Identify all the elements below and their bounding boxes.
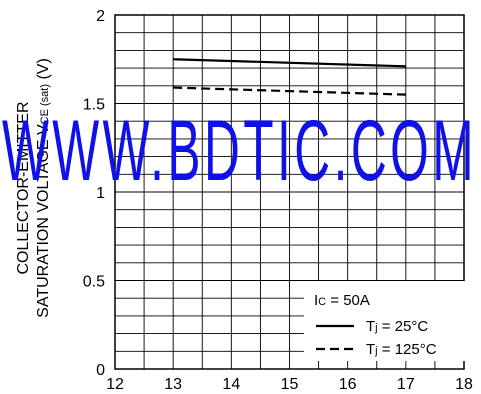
- y-axis-label-line2-sub: CE (sat): [39, 84, 51, 124]
- legend-condition: IC = 50A: [314, 292, 370, 309]
- y-axis-label-line2: SATURATION VOLTAGE VCE (sat) (V): [35, 58, 52, 318]
- x-tick-label: 13: [164, 376, 182, 393]
- series-line-25c: [173, 58, 406, 68]
- y-axis-label: COLLECTOR-EMITTER SATURATION VOLTAGE VCE…: [15, 58, 52, 318]
- x-tick-label: 12: [106, 376, 124, 393]
- legend-background: [304, 281, 470, 361]
- x-tick-label: 18: [455, 376, 473, 393]
- y-tick-label: 0: [96, 362, 105, 379]
- y-tick-label: 1.5: [83, 97, 105, 114]
- series-line-125c: [173, 86, 406, 96]
- x-tick-label: 14: [222, 376, 240, 393]
- x-tick-labels: 12 13 14 15 16 17 18: [106, 376, 473, 393]
- legend-condition-rest: = 50A: [326, 292, 370, 309]
- y-tick-label: 1: [96, 185, 105, 202]
- plot-frame: [114, 14, 465, 370]
- y-axis-label-line1: COLLECTOR-EMITTER: [15, 101, 32, 274]
- x-tick-label: 15: [281, 376, 299, 393]
- legend-condition-sub: C: [318, 296, 326, 308]
- legend-entry-125c-sub: j: [374, 345, 377, 357]
- legend-entry-25c-sub: j: [374, 322, 377, 334]
- legend-entry-25c-rest: = 25°C: [378, 318, 429, 335]
- y-tick-label: 0.5: [83, 274, 105, 291]
- y-tick-label: 2: [96, 8, 105, 25]
- y-axis-label-line2-prefix: SATURATION VOLTAGE V: [35, 124, 52, 318]
- legend-entry-25c-main: T: [366, 318, 375, 335]
- legend-entry-125c-rest: = 125°C: [378, 341, 437, 358]
- x-tick-label: 16: [339, 376, 357, 393]
- legend: IC = 50A Tj = 25°C Tj = 125°C: [304, 281, 470, 361]
- legend-entry-125c-main: T: [366, 341, 375, 358]
- series-lines: [173, 58, 406, 96]
- y-tick-labels: 0 0.5 1 1.5 2: [83, 8, 105, 379]
- x-tick-label: 17: [397, 376, 415, 393]
- legend-condition-main: I: [314, 292, 318, 309]
- watermark: WWW.BDTIC.COM: [2, 103, 477, 199]
- y-axis-label-line2-suffix: (V): [35, 58, 52, 84]
- legend-entry-25c: Tj = 25°C: [366, 318, 428, 335]
- legend-entry-125c: Tj = 125°C: [366, 341, 437, 358]
